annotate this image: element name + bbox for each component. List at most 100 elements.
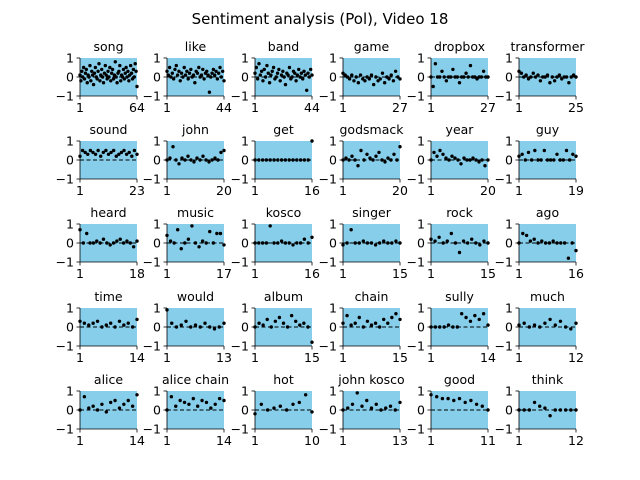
data-point xyxy=(529,75,533,79)
data-point xyxy=(287,241,291,245)
panel-title: would xyxy=(177,289,214,304)
data-point xyxy=(283,241,288,245)
y-tick-label: −1 xyxy=(143,255,161,270)
data-point xyxy=(386,321,390,325)
data-point xyxy=(355,391,359,395)
panel-title: album xyxy=(264,289,303,304)
data-point xyxy=(111,77,116,81)
data-point xyxy=(100,75,105,79)
x-tick-label: 1 xyxy=(427,183,435,198)
data-point xyxy=(297,400,302,405)
data-point xyxy=(536,73,540,77)
data-point xyxy=(539,158,543,162)
y-tick-label: 1 xyxy=(329,217,337,232)
data-point xyxy=(550,75,554,79)
data-point xyxy=(257,62,261,66)
data-point xyxy=(171,77,176,81)
data-point xyxy=(215,77,220,81)
data-point xyxy=(564,75,569,79)
panel-title: game xyxy=(354,39,390,54)
data-point xyxy=(213,156,217,160)
data-point xyxy=(190,224,194,228)
data-point xyxy=(459,312,464,316)
panel-title: good xyxy=(444,372,475,387)
data-point xyxy=(276,158,280,162)
data-point xyxy=(184,319,188,323)
data-point xyxy=(569,408,573,412)
data-point xyxy=(520,152,524,156)
data-point xyxy=(179,247,183,251)
data-point xyxy=(220,69,225,74)
x-tick-label: 1 xyxy=(427,350,435,365)
data-point xyxy=(88,63,92,68)
y-tick-label: 0 xyxy=(153,320,161,335)
y-tick-label: 0 xyxy=(505,320,513,335)
data-point xyxy=(353,158,357,162)
data-point xyxy=(121,241,126,245)
y-tick-label: −1 xyxy=(143,172,161,187)
data-point xyxy=(374,402,378,406)
data-point xyxy=(464,315,468,320)
y-tick-label: 1 xyxy=(66,134,74,149)
data-point xyxy=(365,241,370,245)
data-point xyxy=(192,160,196,164)
data-point xyxy=(189,67,193,72)
data-point xyxy=(574,248,578,253)
data-point xyxy=(433,325,438,329)
y-tick-label: −1 xyxy=(231,339,249,354)
y-tick-label: 1 xyxy=(66,301,74,316)
panel-title: sound xyxy=(90,122,128,137)
panel-title: dropbox xyxy=(434,39,485,54)
data-point xyxy=(271,65,276,70)
data-point xyxy=(398,241,402,245)
data-point xyxy=(208,229,212,234)
x-tick-label: 1 xyxy=(163,266,171,281)
data-point xyxy=(442,325,446,329)
data-point xyxy=(447,158,451,162)
data-point xyxy=(124,65,128,70)
x-tick-label: 15 xyxy=(392,266,408,281)
data-point xyxy=(377,241,382,245)
data-point xyxy=(211,241,216,245)
data-point xyxy=(398,317,402,322)
data-point xyxy=(344,156,348,160)
data-point xyxy=(354,75,358,79)
data-point xyxy=(571,73,576,77)
data-point xyxy=(346,406,350,410)
panel-title: guy xyxy=(536,122,560,137)
data-point xyxy=(517,241,521,245)
data-point xyxy=(253,325,257,329)
data-point xyxy=(165,408,169,412)
y-tick-label: 0 xyxy=(505,153,513,168)
data-point xyxy=(350,73,354,77)
y-tick-label: −1 xyxy=(319,172,337,187)
data-point xyxy=(98,241,102,245)
data-point xyxy=(552,79,557,83)
data-point xyxy=(396,75,400,79)
x-tick-label: 13 xyxy=(392,433,408,448)
data-point xyxy=(382,239,386,243)
panel-title: chain xyxy=(355,289,389,304)
data-point xyxy=(182,400,187,405)
data-point xyxy=(135,152,139,156)
data-point xyxy=(195,156,199,160)
y-tick-label: 1 xyxy=(505,301,513,316)
data-point xyxy=(126,398,130,403)
data-point xyxy=(119,150,124,155)
data-point xyxy=(442,75,446,79)
data-point xyxy=(108,321,113,325)
data-point xyxy=(165,233,169,238)
data-point xyxy=(208,325,212,329)
data-point xyxy=(486,158,490,162)
data-point xyxy=(165,158,169,162)
data-point xyxy=(517,323,521,327)
data-point xyxy=(130,404,135,408)
y-tick-label: 0 xyxy=(505,403,513,418)
data-point xyxy=(186,77,190,81)
y-tick-label: −1 xyxy=(495,255,513,270)
data-point xyxy=(475,77,479,81)
data-point xyxy=(377,325,382,329)
